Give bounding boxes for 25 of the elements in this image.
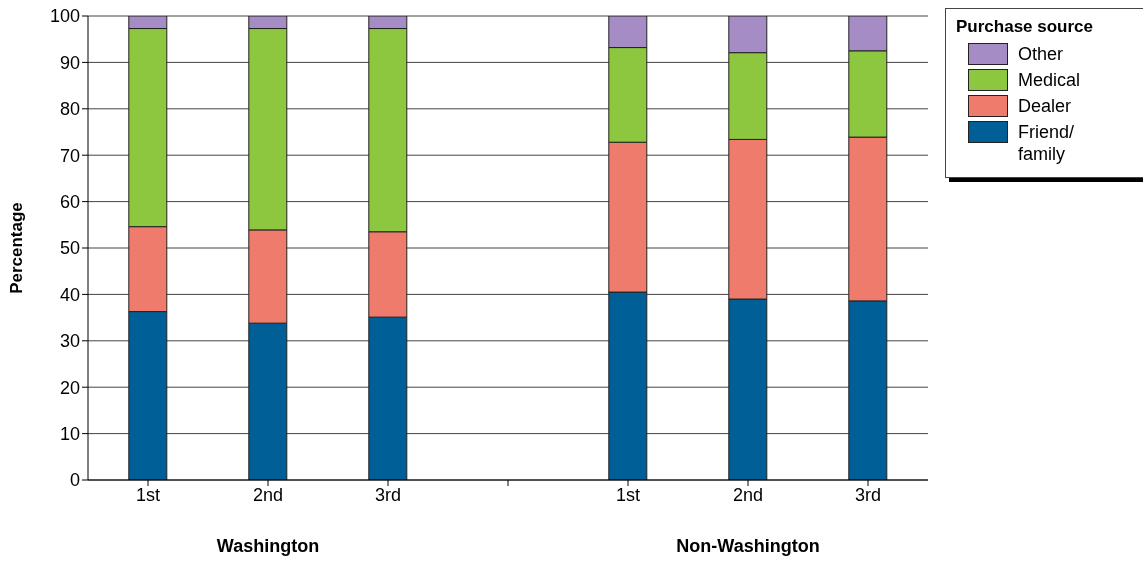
legend-label: Other <box>1018 43 1065 65</box>
legend-label: Friend/ family <box>1018 121 1076 165</box>
y-tick-label: 90 <box>59 52 80 73</box>
x-tick-label: 2nd <box>732 484 764 505</box>
x-tick-label: 3rd <box>854 484 882 505</box>
x-tick-label: 2nd <box>252 484 284 505</box>
y-tick-label: 40 <box>59 284 80 305</box>
y-tick-label: 0 <box>69 470 80 491</box>
y-tick-label: 60 <box>59 191 80 212</box>
legend-label: Dealer <box>1018 95 1073 117</box>
legend-title: Purchase source <box>956 17 1094 37</box>
x-tick-label: 3rd <box>374 484 402 505</box>
y-tick-label: 80 <box>59 99 80 120</box>
y-axis-title: Percentage <box>7 202 27 294</box>
text: Non-Washington <box>675 536 821 557</box>
y-tick-label: 30 <box>59 331 80 352</box>
y-tick-label: 10 <box>59 423 80 444</box>
text: Washington <box>215 536 321 557</box>
x-tick-label: 1st <box>135 484 161 505</box>
y-tick-label: 70 <box>59 145 80 166</box>
legend-label: Medical <box>1018 69 1082 91</box>
y-tick-label: 50 <box>59 238 80 259</box>
x-tick-label: 1st <box>615 484 641 505</box>
y-tick-label: 20 <box>59 377 80 398</box>
y-tick-label: 100 <box>49 6 80 27</box>
